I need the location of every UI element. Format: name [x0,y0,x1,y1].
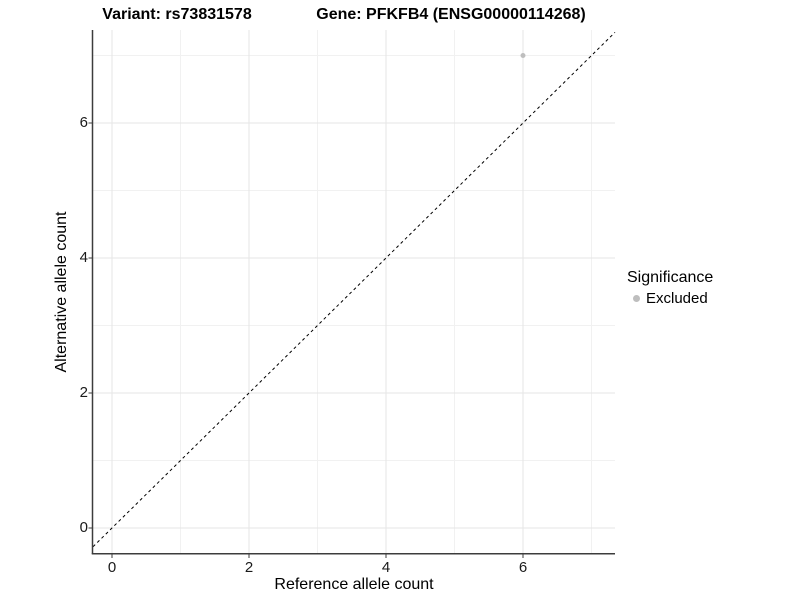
excluded-dot-icon [633,295,640,302]
y-tick-label: 0 [79,519,88,536]
x-tick-label: 6 [518,559,528,576]
data-point [520,53,526,58]
identity-dashed-line [92,31,616,548]
gene-title: Gene: PFKFB4 (ENSG00000114268) [316,6,586,23]
x-tick-label: 4 [381,559,391,576]
y-tick-label: 4 [79,249,88,266]
legend: Significance Excluded [627,269,713,307]
x-tick-label: 0 [107,559,117,576]
x-axis-title: Reference allele count [274,576,434,593]
legend-title: Significance [627,269,714,286]
y-tick-label: 6 [79,114,88,131]
x-tick-label: 2 [244,559,254,576]
y-axis-title: Alternative allele count [53,211,70,373]
y-tick-label: 2 [79,384,88,401]
legend-item-label: Excluded [646,290,708,307]
legend-item-excluded: Excluded [627,290,713,307]
variant-title: Variant: rs73831578 [102,6,252,23]
